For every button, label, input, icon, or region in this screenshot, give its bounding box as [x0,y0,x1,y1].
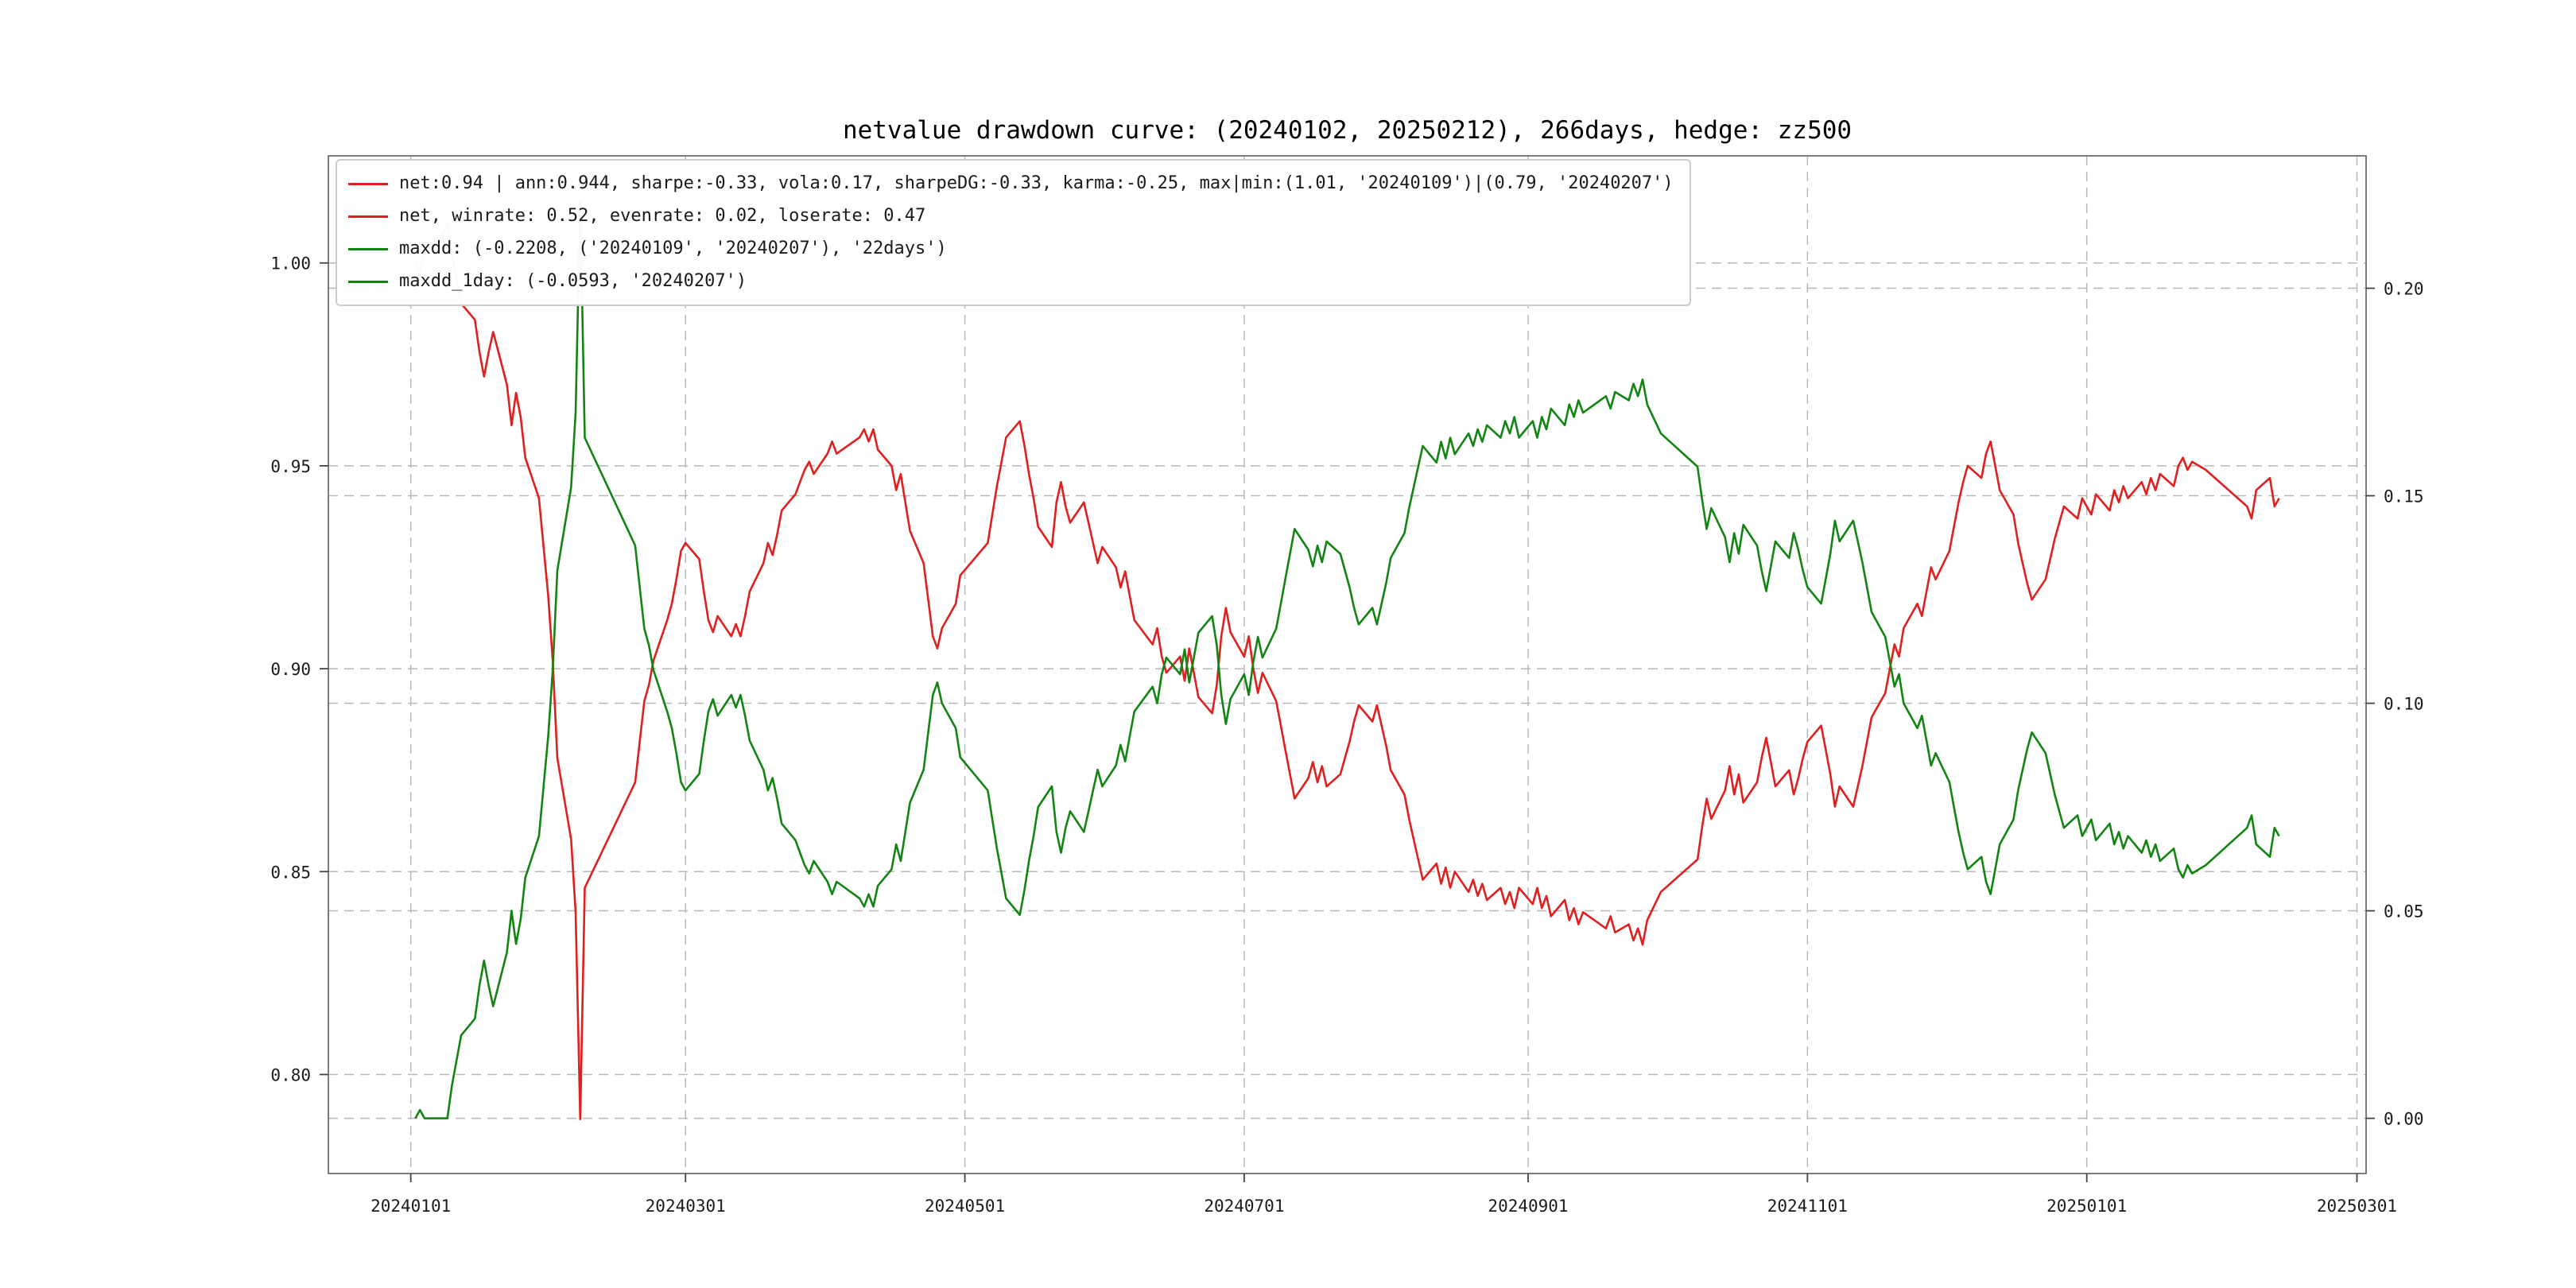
y-right-tick-label: 0.05 [2384,902,2424,921]
x-tick-label: 20240501 [925,1197,1005,1216]
y-right-tick-label: 0.00 [2384,1110,2424,1129]
x-tick-label: 20240301 [646,1197,726,1216]
y-left-tick-label: 1.00 [270,254,311,274]
x-tick-label: 20250301 [2317,1197,2397,1216]
net-line-sample-icon [348,182,388,185]
drawdown-line-sample-icon [348,280,388,283]
y-right-tick-label: 0.15 [2384,487,2424,506]
y-left-tick-label: 0.85 [270,863,311,882]
x-tick-label: 20250101 [2046,1197,2127,1216]
chart-title: netvalue drawdown curve: (20240102, 2025… [842,116,1852,145]
x-tick-label: 20240901 [1488,1197,1568,1216]
y-left-tick-label: 0.80 [270,1065,311,1084]
legend-label: net:0.94 | ann:0.944, sharpe:-0.33, vola… [399,173,1674,193]
legend-box: net:0.94 | ann:0.944, sharpe:-0.33, vola… [336,159,1691,306]
net-line-sample-icon [348,215,388,218]
legend-label: net, winrate: 0.52, evenrate: 0.02, lose… [399,206,926,226]
y-right-tick-label: 0.20 [2384,280,2424,299]
net-curve [414,221,2280,1120]
legend-label: maxdd: (-0.2208, ('20240109', '20240207'… [399,239,947,258]
legend-entry: maxdd: (-0.2208, ('20240109', '20240207'… [348,235,1674,262]
plot-border [328,155,2367,1174]
legend-label: maxdd_1day: (-0.0593, '20240207') [399,271,747,291]
drawdown-curve [414,200,2280,1119]
x-tick-label: 20241101 [1767,1197,1848,1216]
x-tick-label: 20240701 [1204,1197,1284,1216]
y-right-tick-label: 0.10 [2384,695,2424,714]
legend-entry: net, winrate: 0.52, evenrate: 0.02, lose… [348,203,1674,230]
legend-entry: maxdd_1day: (-0.0593, '20240207') [348,268,1674,295]
legend-entry: net:0.94 | ann:0.944, sharpe:-0.33, vola… [348,170,1674,197]
drawdown-line-sample-icon [348,247,388,250]
y-left-tick-label: 0.95 [270,457,311,476]
x-tick-label: 20240101 [370,1197,451,1216]
y-left-tick-label: 0.90 [270,660,311,679]
